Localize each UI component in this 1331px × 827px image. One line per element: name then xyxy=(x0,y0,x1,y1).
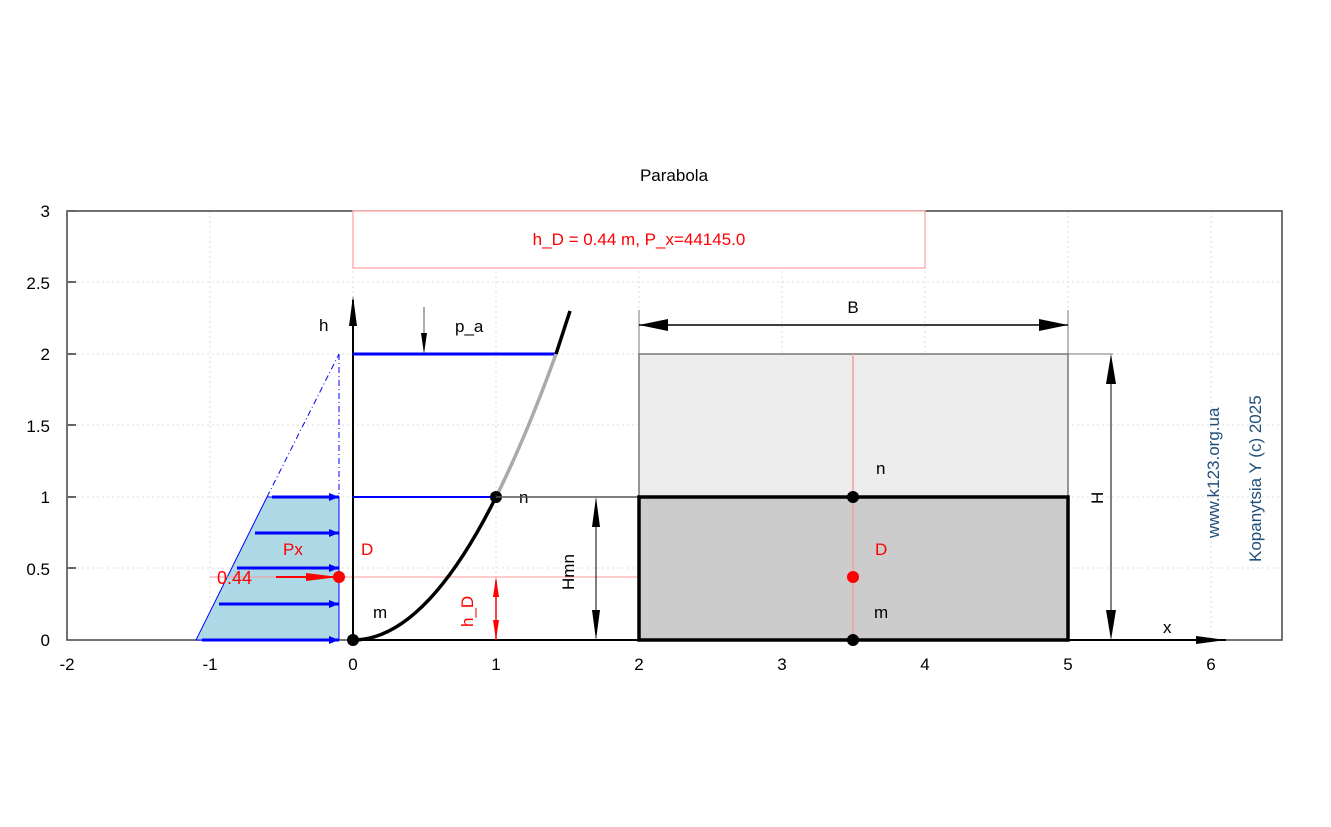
y-tick-marks xyxy=(67,210,76,569)
x-tick: 6 xyxy=(1206,655,1215,674)
resultant-force-arrowhead xyxy=(306,573,338,581)
y-tick: 3 xyxy=(41,202,50,221)
y-tick: 1.5 xyxy=(26,417,50,436)
Px-label: Px xyxy=(283,540,303,559)
grid xyxy=(67,211,1282,640)
hD-label: h_D xyxy=(458,596,477,627)
B-arrow-right xyxy=(1039,319,1068,331)
x-axis-label: x xyxy=(1163,618,1172,637)
H-arrow-up xyxy=(1106,354,1116,384)
n-right-label: n xyxy=(876,459,885,478)
B-arrow-left xyxy=(639,319,668,331)
x-tick: 1 xyxy=(491,655,500,674)
point-m-right xyxy=(847,634,859,646)
y-tick: 2.5 xyxy=(26,274,50,293)
y-tick: 0 xyxy=(41,631,50,650)
chart-title: Parabola xyxy=(640,166,709,185)
pressure-envelope-line xyxy=(266,353,340,498)
H-arrow-down xyxy=(1106,610,1116,640)
parabola-top-curve xyxy=(554,310,572,355)
watermark-author: Kopanytsia Y (c) 2025 xyxy=(1246,395,1265,562)
point-m-left xyxy=(347,634,359,646)
p-a-arrowhead xyxy=(421,333,427,354)
pressure-arrows xyxy=(202,493,339,644)
h-axis-label: h xyxy=(319,316,328,335)
info-box xyxy=(352,210,926,269)
x-tick: -1 xyxy=(202,655,217,674)
h-axis-arrowhead xyxy=(349,296,357,326)
Hmn-arrow-down xyxy=(592,610,600,640)
y-tick-labels: 0 0.5 1 1.5 2 2.5 3 xyxy=(26,202,50,650)
parabola-upper-curve-grey xyxy=(494,353,558,498)
parabola-wetted-curve xyxy=(352,496,498,642)
hD-value-label: 0.44 xyxy=(217,568,252,588)
point-D-right xyxy=(847,571,859,583)
watermark-site: www.k123.org.ua xyxy=(1204,407,1223,539)
Hmn-arrow-up xyxy=(592,497,600,527)
x-tick: 4 xyxy=(920,655,929,674)
hD-arrow-up xyxy=(493,577,499,597)
H-label: H xyxy=(1088,492,1107,504)
x-tick-labels: -2 -1 0 1 2 3 4 5 6 xyxy=(59,655,1215,674)
x-tick: 5 xyxy=(1063,655,1072,674)
D-left-label: D xyxy=(361,540,373,559)
x-tick: 3 xyxy=(777,655,786,674)
hD-arrow-down xyxy=(493,620,499,640)
y-tick: 0.5 xyxy=(26,560,50,579)
center-of-pressure-point xyxy=(333,571,345,583)
p-a-label: p_a xyxy=(455,317,484,336)
x-tick: -2 xyxy=(59,655,74,674)
m-left-label: m xyxy=(373,603,387,622)
point-n-right xyxy=(847,491,859,503)
Hmn-label: Hmn xyxy=(559,554,578,590)
x-tick: 0 xyxy=(348,655,357,674)
y-tick: 2 xyxy=(41,345,50,364)
B-label: B xyxy=(847,298,858,317)
info-box-text: h_D = 0.44 m, P_x=44145.0 xyxy=(533,230,746,249)
D-right-label: D xyxy=(875,540,887,559)
x-tick: 2 xyxy=(634,655,643,674)
m-right-label: m xyxy=(874,603,888,622)
x-axis-arrowhead xyxy=(1196,636,1226,644)
y-tick: 1 xyxy=(41,488,50,507)
